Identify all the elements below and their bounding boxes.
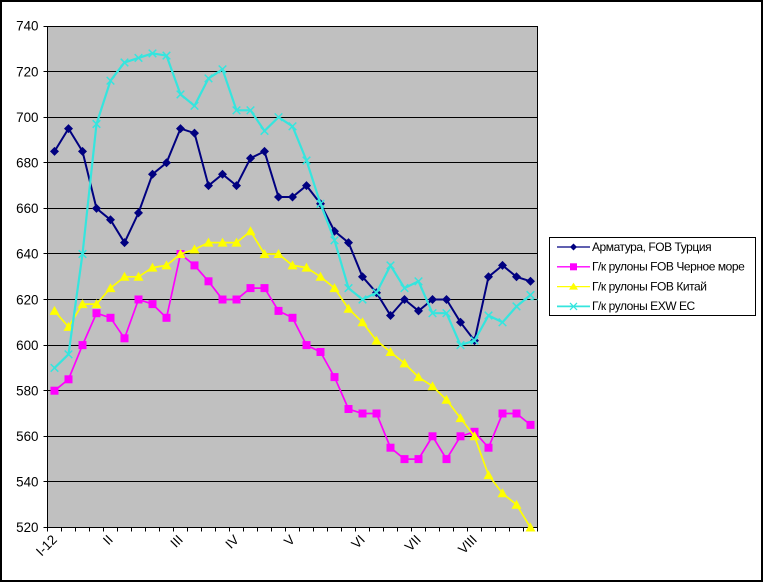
svg-text:680: 680 [16,155,38,170]
svg-text:740: 740 [16,19,38,34]
svg-text:560: 560 [16,429,38,444]
svg-text:720: 720 [16,64,38,79]
svg-text:Г/к рулоны FOB Китай: Г/к рулоны FOB Китай [592,279,707,293]
svg-text:580: 580 [16,383,38,398]
svg-text:640: 640 [16,247,38,262]
svg-text:Г/к рулоны FOB Черное море: Г/к рулоны FOB Черное море [592,260,745,274]
svg-text:660: 660 [16,201,38,216]
svg-text:Г/к рулоны EXW ЕС: Г/к рулоны EXW ЕС [592,299,696,313]
svg-text:700: 700 [16,110,38,125]
svg-text:600: 600 [16,338,38,353]
svg-text:520: 520 [16,520,38,535]
svg-text:540: 540 [16,475,38,490]
svg-text:Арматура, FOB Турция: Арматура, FOB Турция [592,240,711,254]
svg-text:620: 620 [16,292,38,307]
